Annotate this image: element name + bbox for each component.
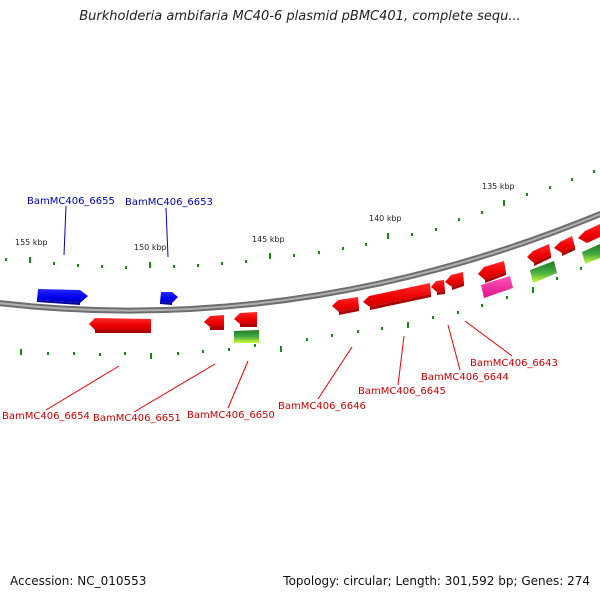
forward-leader-lines <box>63 205 169 258</box>
gene-bammc406-6651[interactable] <box>204 315 224 330</box>
map-title: Burkholderia ambifaria MC40-6 plasmid pB… <box>79 9 521 24</box>
gene-bammc406-6644-b[interactable] <box>445 272 464 290</box>
scale-label-155kbp: 155 kbp <box>15 238 48 247</box>
gene-bammc406-6650-a[interactable] <box>234 312 257 327</box>
label-bammc406-6654[interactable]: BamMC406_6654 <box>2 411 90 422</box>
gene-bammc406-6643-a[interactable] <box>478 261 506 283</box>
gene-right-3-green[interactable] <box>582 244 600 264</box>
gene-right-3[interactable] <box>578 224 600 243</box>
accession-text: Accession: NC_010553 <box>10 574 147 588</box>
scale-label-140kbp: 140 kbp <box>369 214 402 223</box>
gene-right-2[interactable] <box>554 236 575 256</box>
gene-right-1-green[interactable] <box>530 261 557 283</box>
gene-right-1[interactable] <box>527 244 551 266</box>
label-bammc406-6645[interactable]: BamMC406_6645 <box>358 386 446 397</box>
scale-label-145kbp: 145 kbp <box>252 235 285 244</box>
label-bammc406-6644[interactable]: BamMC406_6644 <box>421 372 509 383</box>
gene-bammc406-6644-a[interactable] <box>431 280 445 295</box>
reverse-genes <box>89 224 600 343</box>
label-bammc406-6643[interactable]: BamMC406_6643 <box>470 358 558 369</box>
topology-stats: Topology: circular; Length: 301,592 bp; … <box>283 574 590 588</box>
scale-label-150kbp: 150 kbp <box>134 243 167 252</box>
scale-label-135kbp: 135 kbp <box>482 182 515 191</box>
outer-tick-track <box>5 170 595 269</box>
gene-bammc406-6655[interactable] <box>37 289 88 305</box>
backbone <box>0 210 600 314</box>
gene-bammc406-6646[interactable] <box>332 297 359 315</box>
label-bammc406-6655[interactable]: BamMC406_6655 <box>27 196 115 207</box>
gene-bammc406-6653[interactable] <box>160 292 178 305</box>
forward-genes <box>37 289 178 305</box>
label-bammc406-6651[interactable]: BamMC406_6651 <box>93 413 181 424</box>
label-bammc406-6653[interactable]: BamMC406_6653 <box>125 197 213 208</box>
reverse-leader-lines <box>45 320 513 413</box>
gene-bammc406-6650-b[interactable] <box>234 330 259 343</box>
inner-tick-track <box>20 267 582 359</box>
gene-bammc406-6645[interactable] <box>363 283 431 310</box>
label-bammc406-6650[interactable]: BamMC406_6650 <box>187 410 275 421</box>
gene-bammc406-6654[interactable] <box>89 318 151 333</box>
gene-bammc406-6643-b[interactable] <box>481 276 513 298</box>
label-bammc406-6646[interactable]: BamMC406_6646 <box>278 401 366 412</box>
